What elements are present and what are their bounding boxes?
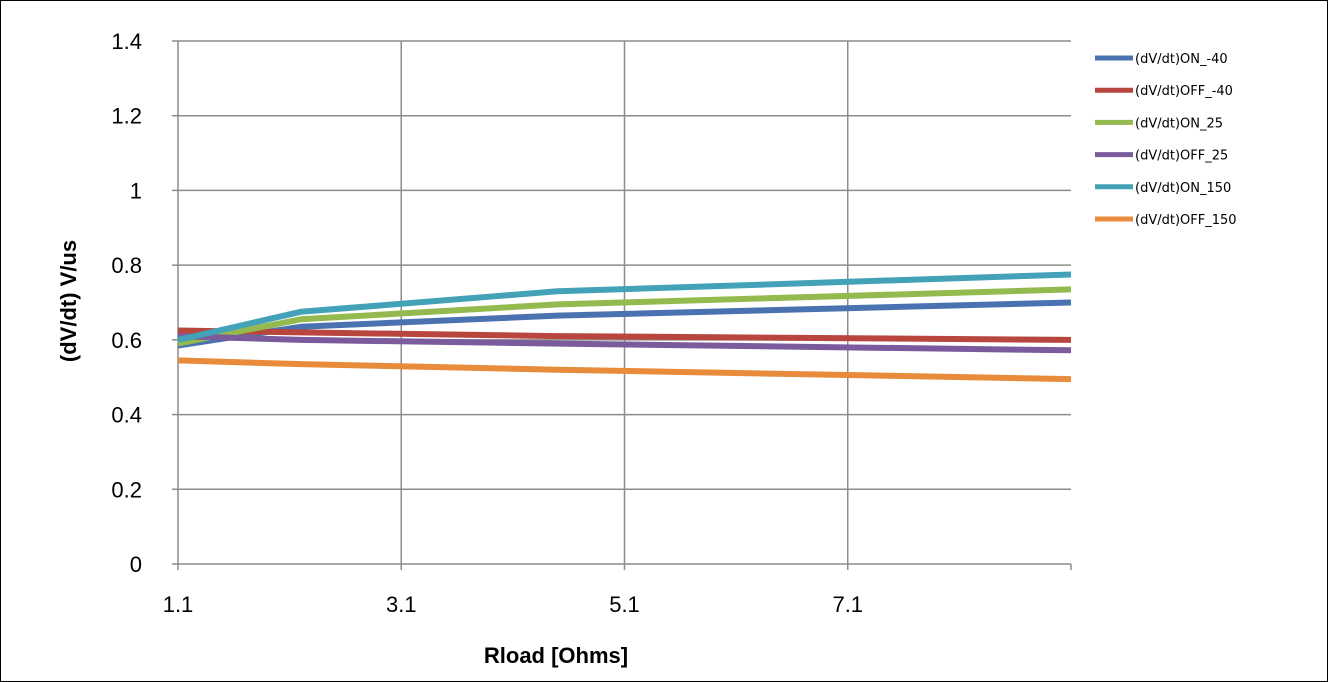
- axes: [172, 40, 1072, 570]
- legend-label: (dV/dt)OFF_150: [1135, 213, 1237, 228]
- series-lines: [177, 271, 1072, 383]
- y-tick-label: 0.6: [111, 328, 142, 353]
- legend: (dV/dt)ON_-40 (dV/dt)OFF_-40 (dV/dt)ON_25 (…: [1095, 52, 1237, 228]
- y-tick-label: 0.8: [111, 253, 142, 278]
- legend-label: (dV/dt)ON_-40: [1135, 52, 1228, 67]
- x-tick-label: 7.1: [832, 592, 863, 617]
- x-tick-label: 1.1: [163, 592, 194, 617]
- legend-label: (dV/dt)ON_150: [1135, 181, 1231, 196]
- y-tick-label: 0: [130, 552, 142, 577]
- y-tick-label: 1.2: [111, 104, 142, 129]
- y-tick-label: 1.4: [111, 29, 142, 54]
- series-line-2: [177, 286, 1072, 347]
- x-axis-title: Rload [Ohms]: [484, 643, 628, 668]
- y-tick-label: 0.2: [111, 477, 142, 502]
- x-tick-labels: 1.1 3.1 5.1 7.1: [163, 592, 863, 617]
- x-tick-label: 3.1: [386, 592, 417, 617]
- legend-label: (dV/dt)OFF_25: [1135, 149, 1228, 164]
- legend-label: (dV/dt)ON_25: [1135, 116, 1223, 131]
- series-line-4: [177, 271, 1072, 343]
- y-axis-title: (dV/dt) V/us: [56, 240, 81, 362]
- x-tick-label: 5.1: [609, 592, 640, 617]
- y-tick-label: 0.4: [111, 403, 142, 428]
- series-line-5: [177, 357, 1072, 383]
- series-line-3: [177, 333, 1072, 354]
- y-tick-labels: 0 0.2 0.4 0.6 0.8 1 1.2 1.4: [111, 29, 142, 577]
- y-tick-label: 1: [130, 178, 142, 203]
- legend-label: (dV/dt)OFF_-40: [1135, 84, 1233, 99]
